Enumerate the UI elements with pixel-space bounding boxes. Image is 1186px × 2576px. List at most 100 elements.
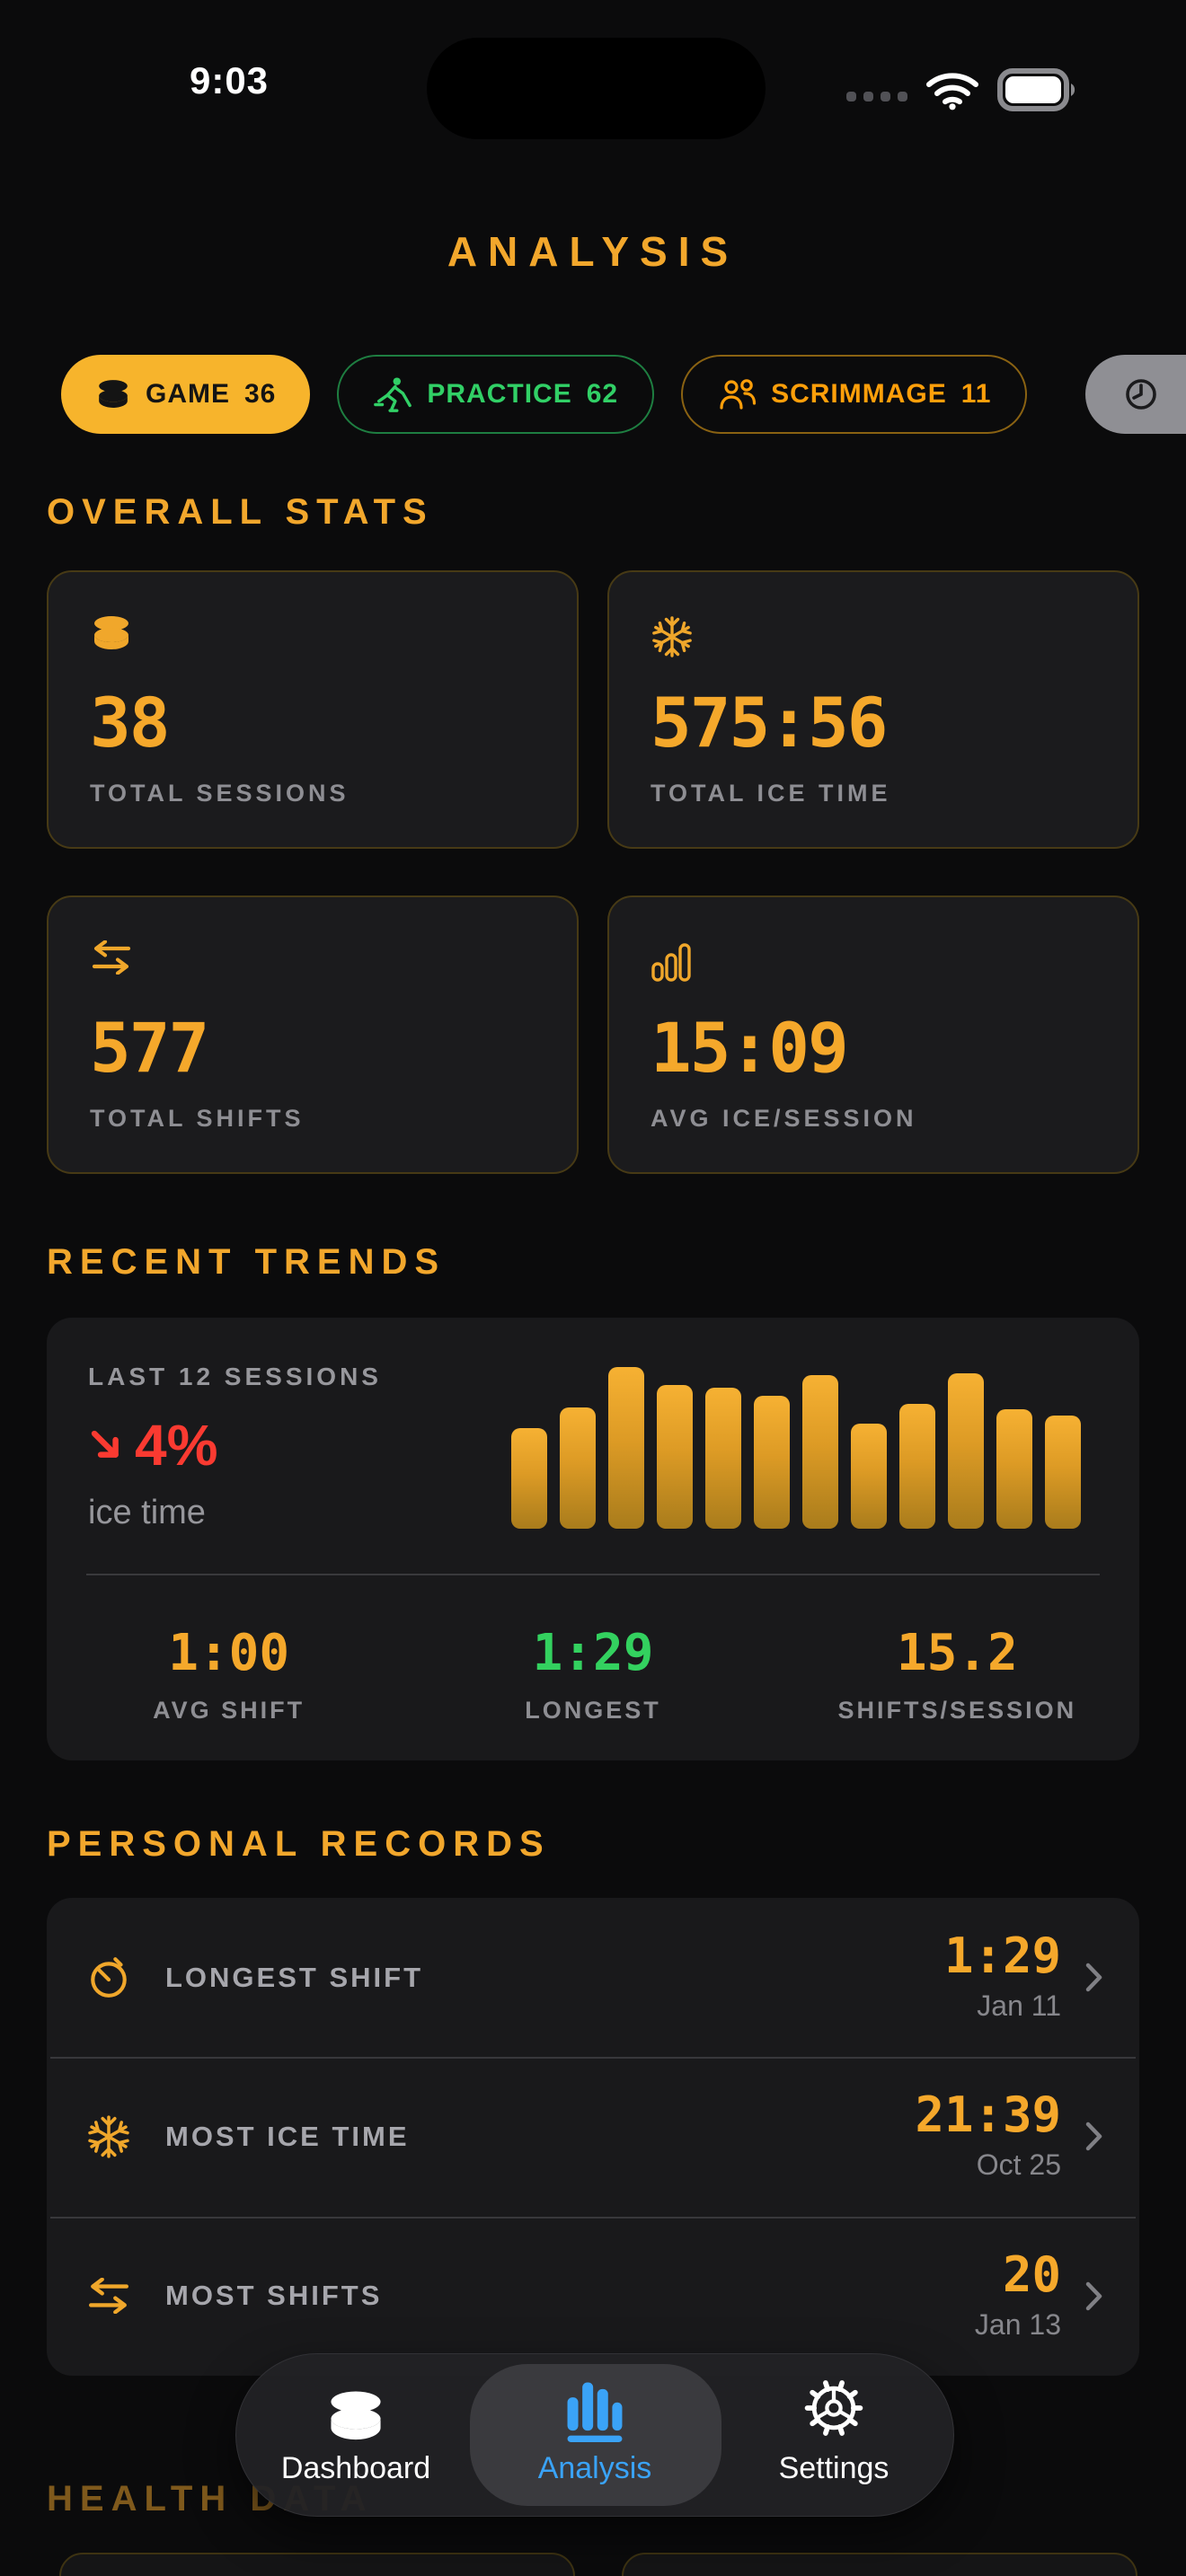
summary-label: LONGEST — [525, 1697, 661, 1724]
record-row-most-ice-time[interactable]: MOST ICE TIME 21:39 Oct 25 — [47, 2057, 1139, 2216]
active-tab-pill — [470, 2364, 721, 2506]
status-bar: 9:03 — [0, 0, 1186, 144]
stat-card-total-sessions: 38 TOTAL SESSIONS — [47, 570, 579, 849]
trend-summary-longest: 1:29 LONGEST — [411, 1603, 774, 1725]
tab-label: Dashboard — [280, 2451, 431, 2485]
overall-stats-grid: 38 TOTAL SESSIONS 575:56 TOTAL ICE TIME … — [47, 570, 1139, 1174]
record-value: 21:39 — [915, 2086, 1061, 2144]
trend-bar — [511, 1428, 547, 1529]
chevron-right-icon — [1084, 1962, 1103, 1993]
trend-summary-shifts-session: 15.2 SHIFTS/SESSION — [775, 1603, 1139, 1725]
battery-icon — [997, 68, 1084, 111]
status-time: 9:03 — [189, 59, 270, 101]
record-date: Jan 11 — [977, 1989, 1061, 2023]
trend-bar — [608, 1367, 644, 1529]
stat-label: TOTAL SHIFTS — [90, 1105, 305, 1132]
summary-label: SHIFTS/SESSION — [837, 1697, 1077, 1724]
health-card-stub — [622, 2553, 1137, 2576]
record-date: Jan 13 — [974, 2307, 1061, 2341]
trend-change-value: 4% — [135, 1413, 218, 1478]
trend-bar — [705, 1388, 741, 1529]
stat-label: TOTAL ICE TIME — [651, 780, 891, 807]
personal-records-card: LONGEST SHIFT 1:29 Jan 11 MOST ICE TIME … — [47, 1898, 1139, 2376]
stat-value: 38 — [90, 683, 171, 763]
chip-count: 36 — [244, 379, 277, 409]
bar-chart-icon — [651, 940, 1137, 984]
puck-icon — [95, 379, 131, 410]
wifi-icon — [924, 67, 981, 112]
arrow-down-right-icon — [88, 1427, 124, 1463]
puck-icon — [90, 615, 577, 658]
tab-analysis[interactable]: Analysis — [475, 2354, 714, 2516]
chip-count: 11 — [960, 379, 992, 409]
trend-change: 4% — [88, 1416, 483, 1474]
summary-label: AVG SHIFT — [153, 1697, 305, 1724]
dynamic-island — [427, 38, 766, 139]
snowflake-icon — [651, 615, 1137, 658]
summary-value: 1:29 — [532, 1624, 654, 1682]
trend-bar — [802, 1375, 838, 1529]
chip-count: 62 — [586, 379, 619, 409]
chip-label: GAME — [146, 379, 230, 409]
chevron-right-icon — [1084, 2280, 1103, 2312]
stopwatch-icon — [86, 1955, 137, 2000]
stat-card-total-shifts: 577 TOTAL SHIFTS — [47, 895, 579, 1174]
trend-bar — [1045, 1416, 1081, 1529]
filter-chips: GAME 36 PRACTICE 62 SCRIMMAGE 11 — [61, 355, 1028, 434]
record-value: 1:29 — [943, 1928, 1061, 1985]
trend-metric-label: ice time — [88, 1494, 206, 1531]
stat-value: 575:56 — [651, 683, 889, 763]
filter-chip-time[interactable] — [1085, 355, 1186, 434]
chevron-right-icon — [1084, 2121, 1103, 2152]
stat-card-total-ice-time: 575:56 TOTAL ICE TIME — [607, 570, 1139, 849]
summary-value: 15.2 — [896, 1624, 1018, 1682]
snowflake-icon — [86, 2114, 137, 2159]
tab-dashboard[interactable]: Dashboard — [236, 2354, 475, 2516]
health-card-stub — [59, 2553, 575, 2576]
trend-bar — [948, 1373, 984, 1529]
record-label: LONGEST SHIFT — [165, 1961, 423, 1993]
skater-icon — [373, 375, 412, 414]
trend-bar — [996, 1409, 1032, 1529]
recent-trends-card: LAST 12 SESSIONS 4% ice time 1:00 AVG SH… — [47, 1318, 1139, 1760]
trend-bar — [657, 1385, 693, 1529]
record-label: MOST SHIFTS — [165, 2280, 383, 2312]
clock-icon — [1121, 375, 1161, 414]
trend-bar — [899, 1404, 935, 1529]
filter-chip-scrimmage[interactable]: SCRIMMAGE 11 — [681, 355, 1028, 434]
trend-bar — [560, 1407, 596, 1529]
filter-chip-game[interactable]: GAME 36 — [61, 355, 311, 434]
summary-value: 1:00 — [168, 1624, 290, 1682]
tab-settings[interactable]: Settings — [714, 2354, 953, 2516]
record-row-most-shifts[interactable]: MOST SHIFTS 20 Jan 13 — [47, 2216, 1139, 2376]
stat-value: 15:09 — [651, 1008, 849, 1088]
record-label: MOST ICE TIME — [165, 2120, 410, 2152]
trend-period-label: LAST 12 SESSIONS — [88, 1363, 382, 1390]
recent-trends-heading: RECENT TRENDS — [47, 1242, 447, 1282]
record-value: 20 — [1002, 2245, 1061, 2303]
people-icon — [717, 376, 757, 412]
shifts-arrows-icon — [86, 2278, 137, 2314]
stat-value: 577 — [90, 1008, 209, 1088]
filter-chip-practice[interactable]: PRACTICE 62 — [337, 355, 655, 434]
record-row-longest-shift[interactable]: LONGEST SHIFT 1:29 Jan 11 — [47, 1898, 1139, 2057]
tab-label: Settings — [778, 2451, 890, 2485]
divider — [86, 1574, 1100, 1575]
chip-label: SCRIMMAGE — [771, 379, 947, 409]
chip-label: PRACTICE — [427, 379, 572, 409]
stat-label: TOTAL SESSIONS — [90, 780, 350, 807]
overall-stats-heading: OVERALL STATS — [47, 492, 434, 532]
trend-bars — [511, 1367, 1104, 1529]
page-title: ANALYSIS — [447, 227, 739, 275]
bar-chart-icon — [567, 2378, 623, 2442]
stat-card-avg-ice: 15:09 AVG ICE/SESSION — [607, 895, 1139, 1174]
record-date: Oct 25 — [976, 2148, 1061, 2182]
trend-bar — [754, 1396, 790, 1529]
trend-bar — [851, 1424, 887, 1529]
personal-records-heading: PERSONAL RECORDS — [47, 1824, 551, 1864]
stat-label: AVG ICE/SESSION — [651, 1105, 917, 1132]
trend-summary-avg-shift: 1:00 AVG SHIFT — [47, 1603, 411, 1725]
tab-bar: Dashboard Analysis Settings — [235, 2353, 954, 2517]
tab-label: Analysis — [537, 2451, 652, 2485]
